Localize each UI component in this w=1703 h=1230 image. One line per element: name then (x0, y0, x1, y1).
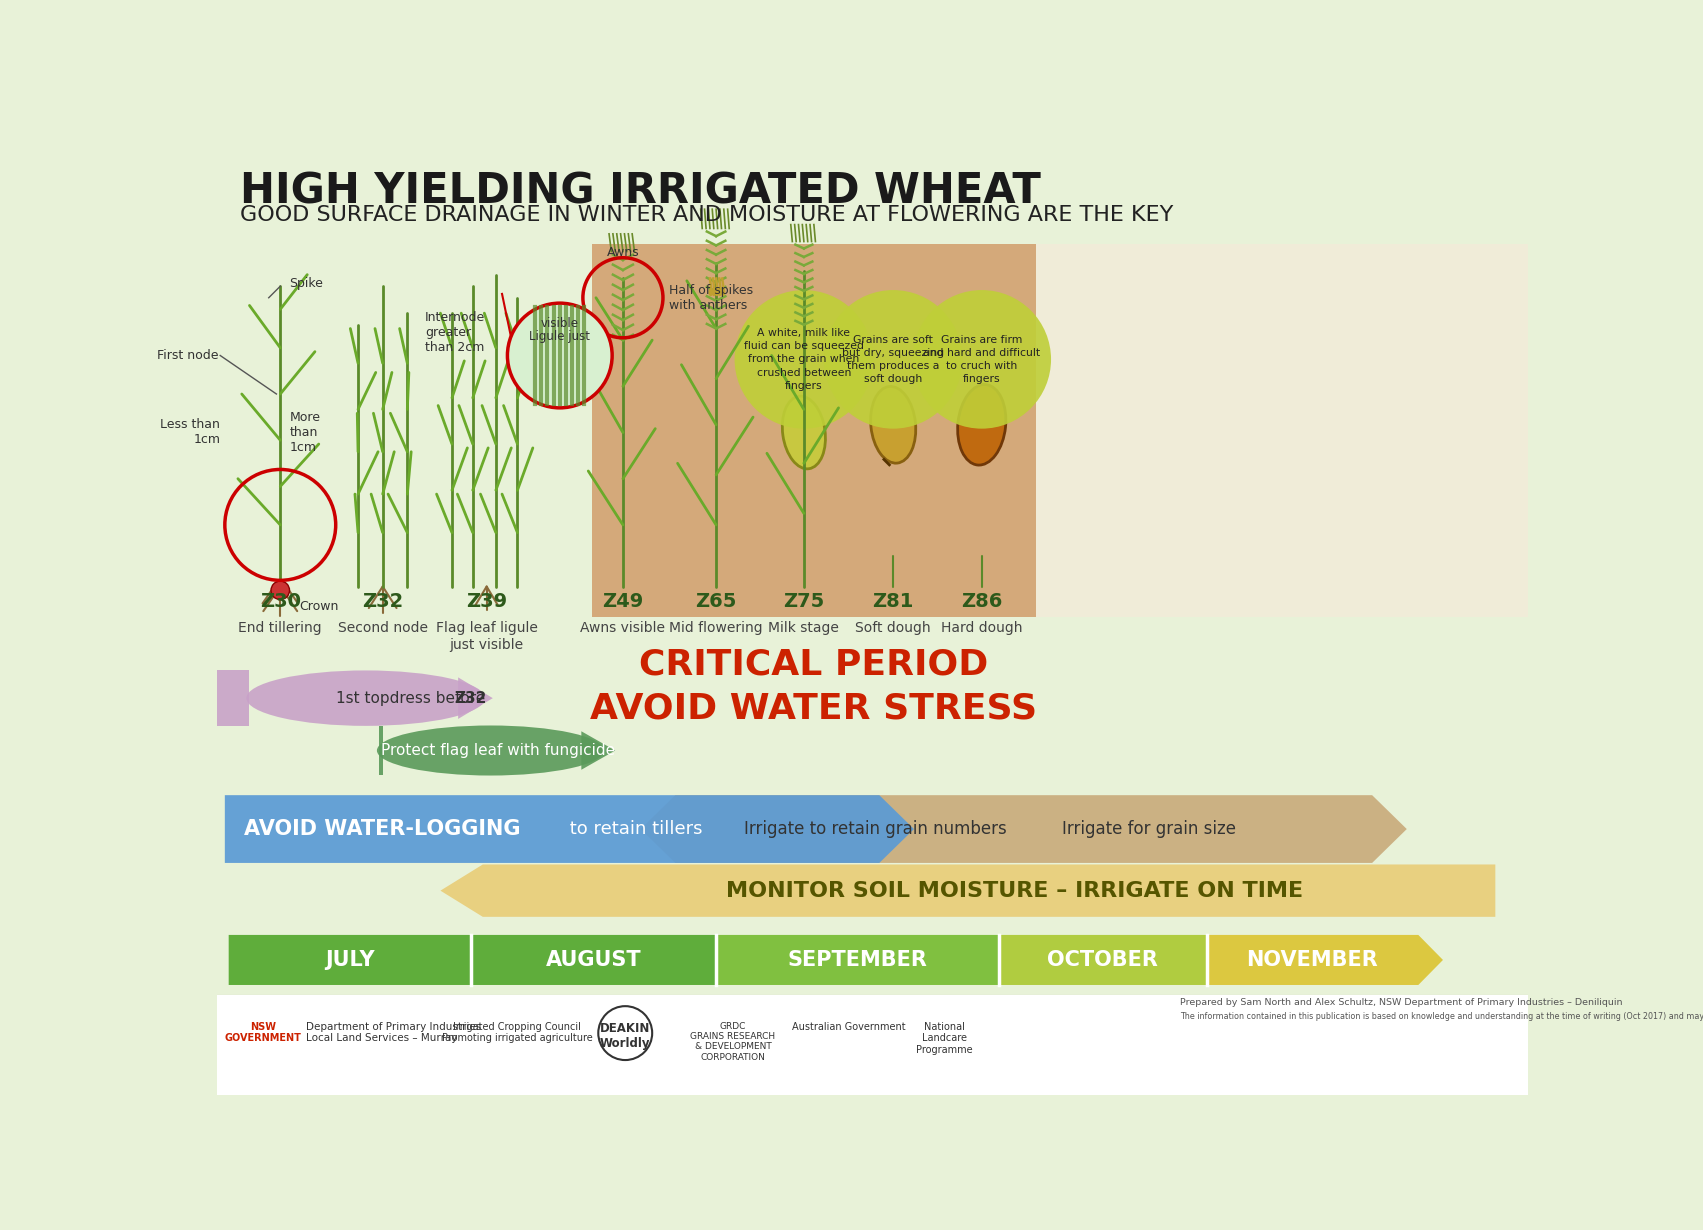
Circle shape (507, 303, 611, 408)
Circle shape (913, 290, 1051, 428)
Text: AUGUST: AUGUST (547, 950, 642, 970)
Text: Z32: Z32 (363, 593, 404, 611)
Circle shape (824, 290, 962, 428)
Text: GRDC
GRAINS RESEARCH
& DEVELOPMENT
CORPORATION: GRDC GRAINS RESEARCH & DEVELOPMENT CORPO… (690, 1022, 775, 1061)
Text: Less than
1cm: Less than 1cm (160, 418, 220, 446)
Ellipse shape (376, 726, 605, 776)
Text: Z86: Z86 (960, 593, 1003, 611)
Text: Internode
greater
than 2cm: Internode greater than 2cm (426, 311, 485, 354)
Text: JULY: JULY (325, 950, 375, 970)
Text: NOVEMBER: NOVEMBER (1247, 950, 1378, 970)
Text: Grains are firm
and hard and difficult
to cruch with
fingers: Grains are firm and hard and difficult t… (923, 335, 1041, 384)
Polygon shape (581, 732, 615, 770)
Polygon shape (715, 935, 1024, 985)
Polygon shape (998, 935, 1231, 985)
Text: AVOID WATER-LOGGING: AVOID WATER-LOGGING (245, 819, 521, 839)
Text: Z39: Z39 (467, 593, 507, 611)
Text: Mid flowering: Mid flowering (669, 621, 763, 635)
Text: to retain tillers: to retain tillers (564, 820, 702, 838)
Text: visible: visible (542, 316, 579, 330)
Circle shape (271, 581, 290, 599)
Polygon shape (640, 795, 1407, 863)
Bar (1035, 244, 1528, 617)
Text: Second node: Second node (337, 621, 427, 635)
Text: Australian Government: Australian Government (792, 1022, 906, 1032)
Text: Hard dough: Hard dough (942, 621, 1022, 635)
Text: SEPTEMBER: SEPTEMBER (787, 950, 928, 970)
Ellipse shape (717, 289, 722, 296)
Ellipse shape (957, 385, 1006, 465)
Ellipse shape (870, 386, 916, 464)
Bar (378, 726, 383, 775)
Text: Spike: Spike (290, 277, 324, 290)
Polygon shape (228, 935, 496, 985)
Text: Z65: Z65 (695, 593, 737, 611)
Text: Irrigate for grain size: Irrigate for grain size (1063, 820, 1236, 838)
Text: Grains are soft
but dry, squeezing
them produces a
soft dough: Grains are soft but dry, squeezing them … (841, 335, 943, 384)
Text: NSW
GOVERNMENT: NSW GOVERNMENT (225, 1022, 301, 1043)
Text: Awns: Awns (606, 246, 639, 260)
Text: Protect flag leaf with fungicide: Protect flag leaf with fungicide (381, 743, 615, 758)
Ellipse shape (715, 289, 719, 296)
Ellipse shape (720, 289, 725, 296)
Text: More
than
1cm: More than 1cm (290, 411, 320, 454)
Text: Z30: Z30 (261, 593, 301, 611)
Polygon shape (441, 865, 1495, 916)
Bar (593, 244, 1035, 617)
Text: Crown: Crown (300, 600, 339, 614)
Text: Irrigated Cropping Council
Promoting irrigated agriculture: Irrigated Cropping Council Promoting irr… (443, 1022, 593, 1043)
Ellipse shape (782, 396, 826, 469)
Ellipse shape (712, 289, 715, 296)
Text: First node: First node (157, 349, 218, 362)
Text: MONITOR SOIL MOISTURE – IRRIGATE ON TIME: MONITOR SOIL MOISTURE – IRRIGATE ON TIME (725, 881, 1303, 900)
Text: GOOD SURFACE DRAINAGE IN WINTER AND MOISTURE AT FLOWERING ARE THE KEY: GOOD SURFACE DRAINAGE IN WINTER AND MOIS… (240, 205, 1173, 225)
Text: Half of spikes
with anthers: Half of spikes with anthers (669, 284, 753, 311)
Text: DEAKIN
Worldly: DEAKIN Worldly (599, 1022, 651, 1049)
Text: The information contained in this publication is based on knowledge and understa: The information contained in this public… (1180, 1011, 1703, 1021)
Text: Soft dough: Soft dough (855, 621, 932, 635)
Text: Z75: Z75 (783, 593, 824, 611)
Text: Z81: Z81 (872, 593, 915, 611)
Bar (218, 995, 1528, 1095)
Text: Irrigate to retain grain numbers: Irrigate to retain grain numbers (744, 820, 1006, 838)
Text: Flag leaf ligule
just visible: Flag leaf ligule just visible (436, 621, 538, 652)
Ellipse shape (708, 289, 714, 296)
Text: Z49: Z49 (603, 593, 644, 611)
Circle shape (734, 290, 874, 428)
Text: Ligule just: Ligule just (530, 330, 591, 343)
Bar (218, 670, 249, 726)
Polygon shape (458, 678, 492, 720)
Text: HIGH YIELDING IRRIGATED WHEAT: HIGH YIELDING IRRIGATED WHEAT (240, 171, 1041, 213)
Polygon shape (472, 935, 741, 985)
Text: Z32: Z32 (455, 691, 487, 706)
Text: 1st topdress before: 1st topdress before (337, 691, 490, 706)
Polygon shape (225, 795, 915, 863)
Ellipse shape (247, 670, 485, 726)
Text: OCTOBER: OCTOBER (1047, 950, 1158, 970)
Text: CRITICAL PERIOD
AVOID WATER STRESS: CRITICAL PERIOD AVOID WATER STRESS (591, 647, 1037, 726)
Text: Prepared by Sam North and Alex Schultz, NSW Department of Primary Industries – D: Prepared by Sam North and Alex Schultz, … (1180, 999, 1623, 1007)
Text: End tillering: End tillering (238, 621, 322, 635)
Text: Department of Primary Industries
Local Land Services – Murray: Department of Primary Industries Local L… (305, 1022, 480, 1043)
Text: Milk stage: Milk stage (768, 621, 840, 635)
Polygon shape (1207, 935, 1442, 985)
Text: A white, milk like
fluid can be squeezed
from the grain when
crushed between
fin: A white, milk like fluid can be squeezed… (744, 328, 863, 391)
Text: Awns visible: Awns visible (581, 621, 666, 635)
Text: National
Landcare
Programme: National Landcare Programme (916, 1022, 972, 1055)
